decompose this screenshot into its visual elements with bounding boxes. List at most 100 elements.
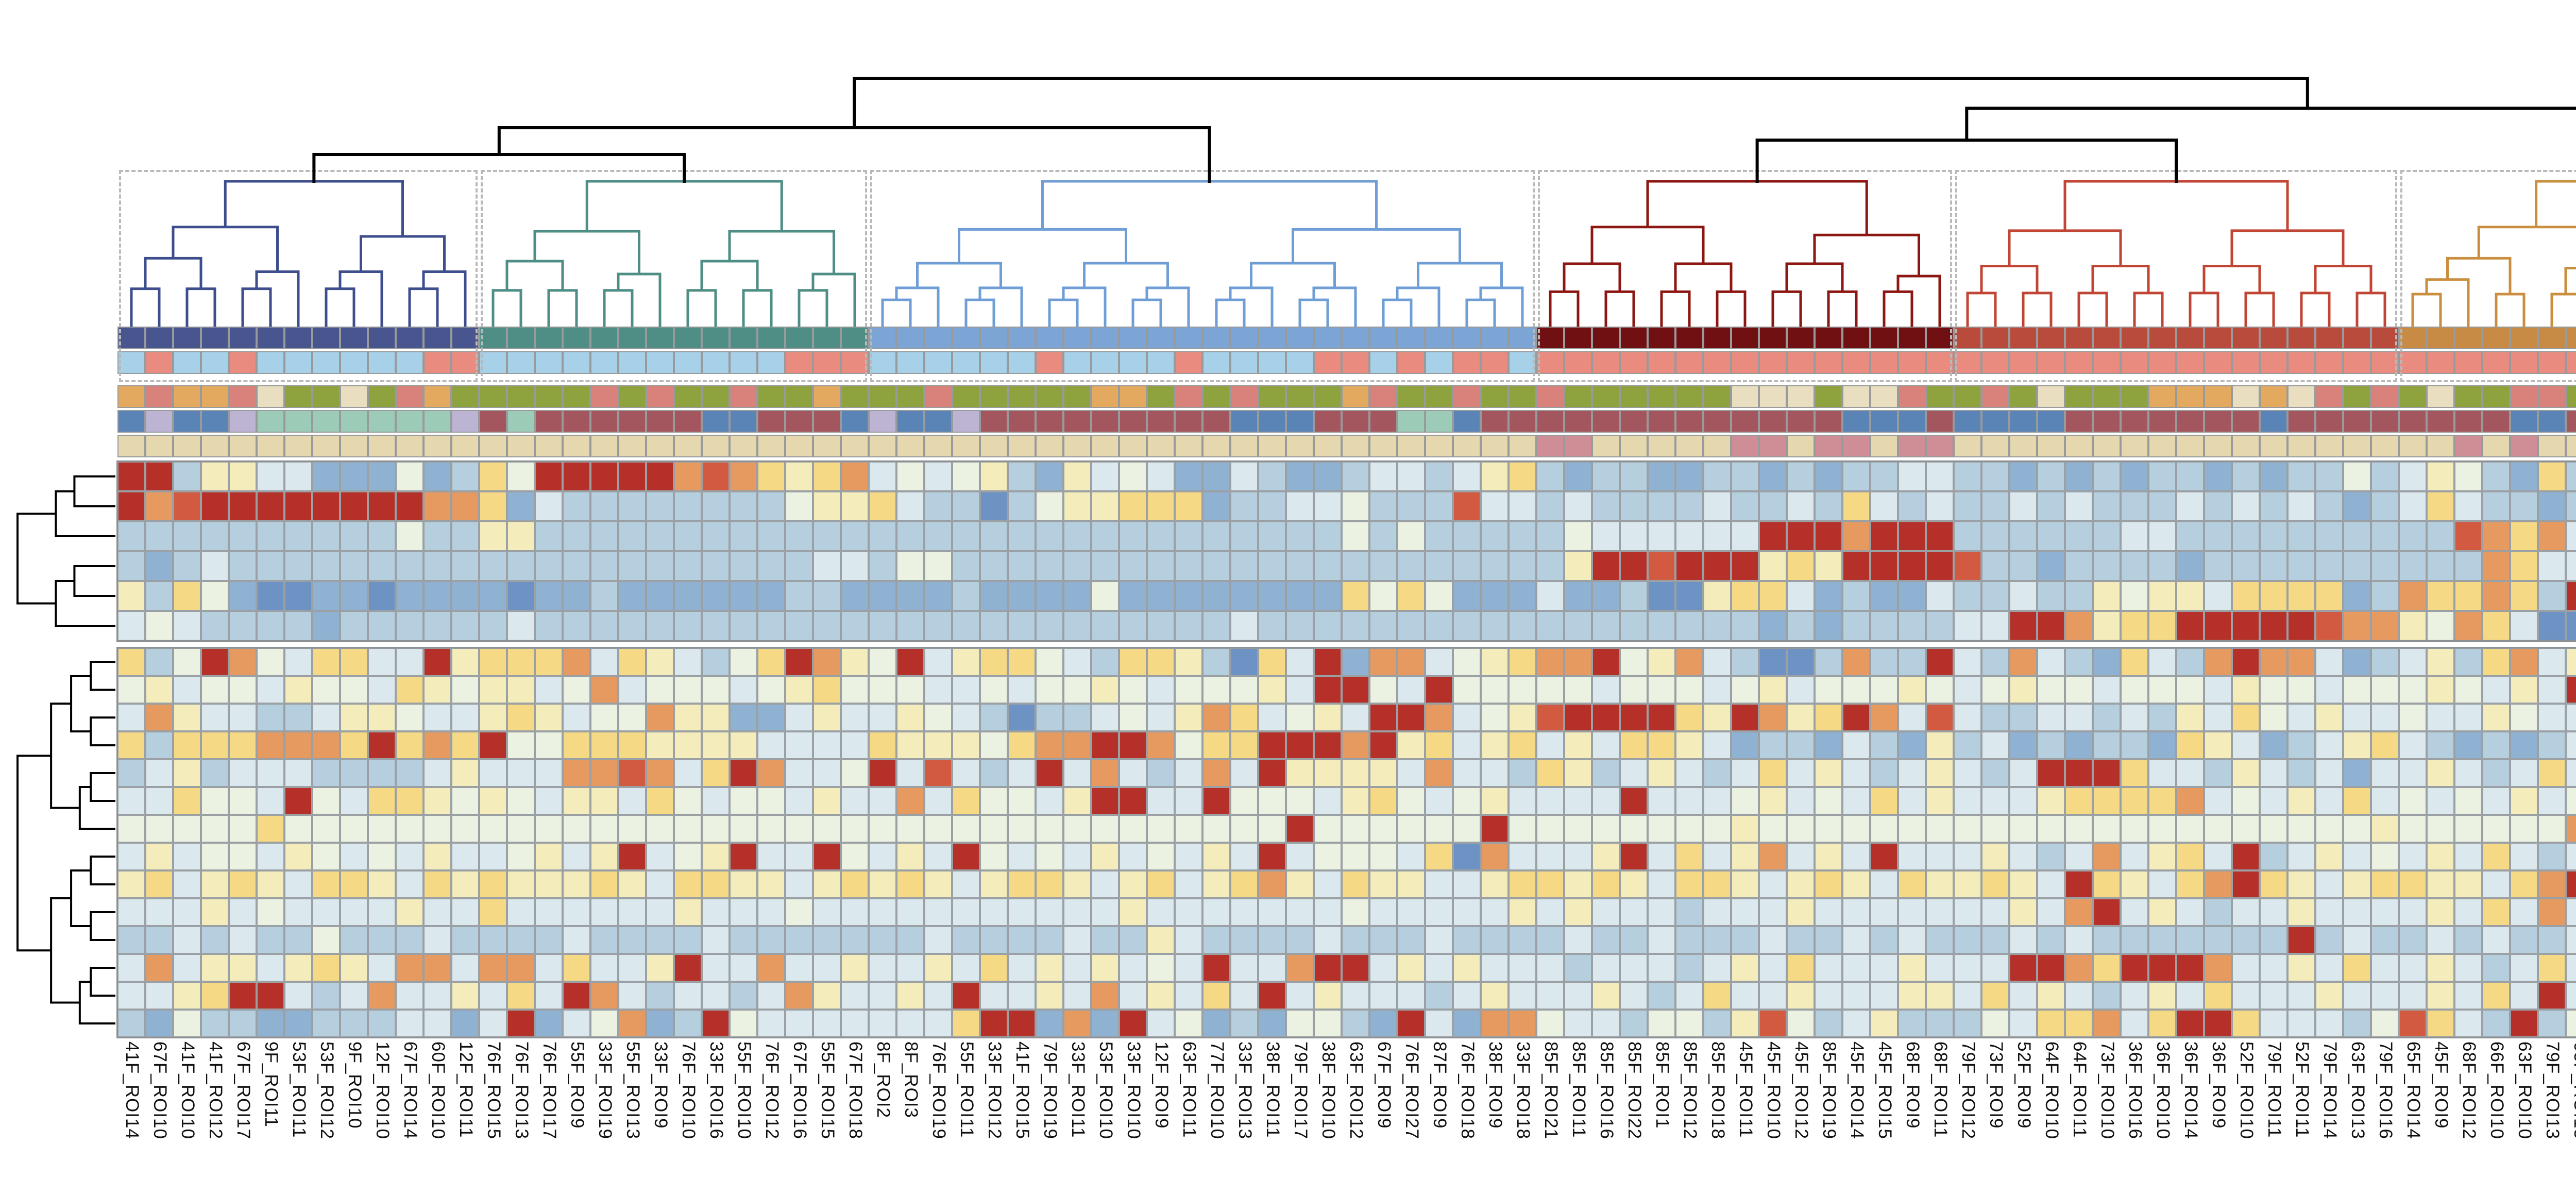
annotation-cell-response (2343, 351, 2371, 374)
annotation-cell-type (563, 327, 590, 349)
annotation-cell-type (1147, 327, 1175, 349)
annotation-cell-response (368, 351, 396, 374)
annotation-cell-type (1870, 327, 1898, 349)
annotation-cell-type (479, 327, 507, 349)
annotation-cell-type (2454, 327, 2482, 349)
annotation-cell-type (396, 327, 423, 349)
annotation-cell-type (2427, 327, 2454, 349)
annotation-cell-type (2482, 327, 2510, 349)
annotation-cell-site (145, 385, 173, 408)
annotation-cell-site (229, 385, 257, 408)
annotation-cell-response (1842, 351, 1870, 374)
annotation-cell-type (1036, 327, 1063, 349)
annotation-cell-response (2510, 351, 2538, 374)
annotation-cell-response (1175, 351, 1202, 374)
annotation-cell-response (451, 351, 479, 374)
annotation-cell-response (813, 351, 841, 374)
annotation-cell-response (1314, 351, 1342, 374)
annotation-cell-type (2176, 327, 2204, 349)
annotation-cell-response (1063, 351, 1091, 374)
annotation-cell-type (1397, 327, 1425, 349)
annotation-cell-type (2121, 327, 2148, 349)
annotation-cell-type (2009, 327, 2037, 349)
annotation-cell-response (590, 351, 618, 374)
annotation-cell-response (2232, 351, 2260, 374)
annotation-cell-type (1286, 327, 1314, 349)
annotation-cell-response (1258, 351, 1286, 374)
annotation-cell-response (1230, 351, 1258, 374)
annotation-cell-type (674, 327, 702, 349)
annotation-cell-type (924, 327, 952, 349)
annotation-cell-type (173, 327, 201, 349)
annotation-cell-type (2287, 327, 2315, 349)
annotation-cell-response (2093, 351, 2121, 374)
annotation-cell-type (841, 327, 869, 349)
annotation-cell-response (1119, 351, 1147, 374)
annotation-cell-type (1592, 327, 1620, 349)
annotation-cell-response (563, 351, 590, 374)
annotation-cell-type (618, 327, 646, 349)
annotation-cell-type (1481, 327, 1509, 349)
annotation-cell-type (785, 327, 813, 349)
annotation-cell-response (841, 351, 869, 374)
annotation-cell-response (1286, 351, 1314, 374)
annotation-cell-response (1453, 351, 1481, 374)
annotation-cell-type (2037, 327, 2065, 349)
annotation-cell-response (1342, 351, 1369, 374)
annotation-cell-type (1314, 327, 1342, 349)
annotation-cell-response (2204, 351, 2232, 374)
annotation-cell-response (1202, 351, 1230, 374)
annotation-cell-response (785, 351, 813, 374)
annotation-cell-type (1091, 327, 1119, 349)
annotation-cell-response (2260, 351, 2287, 374)
annotation-cell-site (173, 385, 201, 408)
annotation-cell-response (1620, 351, 1648, 374)
annotation-cell-type (702, 327, 730, 349)
annotation-cell-type (2399, 327, 2427, 349)
annotation-cell-type (284, 327, 312, 349)
annotation-cell-site (201, 385, 229, 408)
annotation-cell-response (201, 351, 229, 374)
annotation-cell-type (1063, 327, 1091, 349)
annotation-cell-type (2232, 327, 2260, 349)
annotation-cell-response (1898, 351, 1926, 374)
annotation-cell-response (1759, 351, 1787, 374)
annotation-cell-response (980, 351, 1008, 374)
annotation-cell-response (1147, 351, 1175, 374)
annotation-cell-response (924, 351, 952, 374)
annotation-cell-type (1202, 327, 1230, 349)
annotation-cell-type (1787, 327, 1815, 349)
annotation-cell-response (2037, 351, 2065, 374)
annotation-cell-response (2482, 351, 2510, 374)
annotation-cell-response (1981, 351, 2009, 374)
annotation-cell-response (618, 351, 646, 374)
annotation-cell-response (535, 351, 563, 374)
annotation-cell-response (702, 351, 730, 374)
annotation-cell-type (1898, 327, 1926, 349)
annotation-cell-type (1620, 327, 1648, 349)
annotation-cell-response (1008, 351, 1036, 374)
annotation-cell-response (2287, 351, 2315, 374)
annotation-cell-type (312, 327, 340, 349)
annotation-cell-type (2315, 327, 2343, 349)
annotation-cell-type (340, 327, 368, 349)
annotation-cell-type (1954, 327, 1981, 349)
annotation-cell-response (479, 351, 507, 374)
annotation-cell-response (1397, 351, 1425, 374)
annotation-cell-response (1536, 351, 1564, 374)
annotation-cell-type (1230, 327, 1258, 349)
annotation-cell-response (1703, 351, 1731, 374)
annotation-cell-response (1509, 351, 1536, 374)
annotation-cell-type (1731, 327, 1759, 349)
annotation-cell-response (1870, 351, 1898, 374)
annotation-cell-response (396, 351, 423, 374)
annotation-cell-response (2009, 351, 2037, 374)
annotation-cell-response (1425, 351, 1453, 374)
annotation-cell-type (1648, 327, 1675, 349)
annotation-cell-type (1675, 327, 1703, 349)
annotation-cell-response (423, 351, 451, 374)
annotation-cell-type (1981, 327, 2009, 349)
annotation-cell-type (1342, 327, 1369, 349)
annotation-cell-response (2065, 351, 2093, 374)
annotation-cell-response (1481, 351, 1509, 374)
